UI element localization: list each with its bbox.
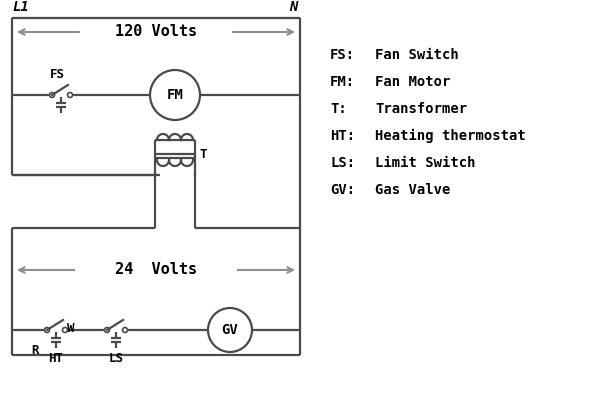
Text: GV: GV — [222, 323, 238, 337]
Text: Heating thermostat: Heating thermostat — [375, 129, 526, 143]
Text: LS: LS — [109, 352, 123, 365]
Text: 120 Volts: 120 Volts — [115, 24, 197, 40]
Text: Gas Valve: Gas Valve — [375, 183, 450, 197]
Text: L1: L1 — [12, 0, 29, 14]
Circle shape — [50, 92, 54, 98]
Text: FM: FM — [166, 88, 183, 102]
Text: T: T — [199, 148, 206, 160]
Circle shape — [63, 328, 67, 332]
Text: N: N — [290, 0, 298, 14]
Text: HT: HT — [48, 352, 64, 365]
Circle shape — [44, 328, 50, 332]
Text: HT:: HT: — [330, 129, 355, 143]
Text: FS: FS — [50, 68, 65, 81]
Text: Limit Switch: Limit Switch — [375, 156, 476, 170]
Text: 24  Volts: 24 Volts — [115, 262, 197, 278]
Text: Transformer: Transformer — [375, 102, 467, 116]
Text: FS:: FS: — [330, 48, 355, 62]
Circle shape — [123, 328, 127, 332]
Text: Fan Motor: Fan Motor — [375, 75, 450, 89]
Circle shape — [67, 92, 73, 98]
Text: W: W — [67, 322, 74, 334]
Text: FM:: FM: — [330, 75, 355, 89]
Text: GV:: GV: — [330, 183, 355, 197]
Text: T:: T: — [330, 102, 347, 116]
Text: LS:: LS: — [330, 156, 355, 170]
Text: Fan Switch: Fan Switch — [375, 48, 459, 62]
Text: R: R — [31, 344, 39, 357]
Circle shape — [104, 328, 110, 332]
